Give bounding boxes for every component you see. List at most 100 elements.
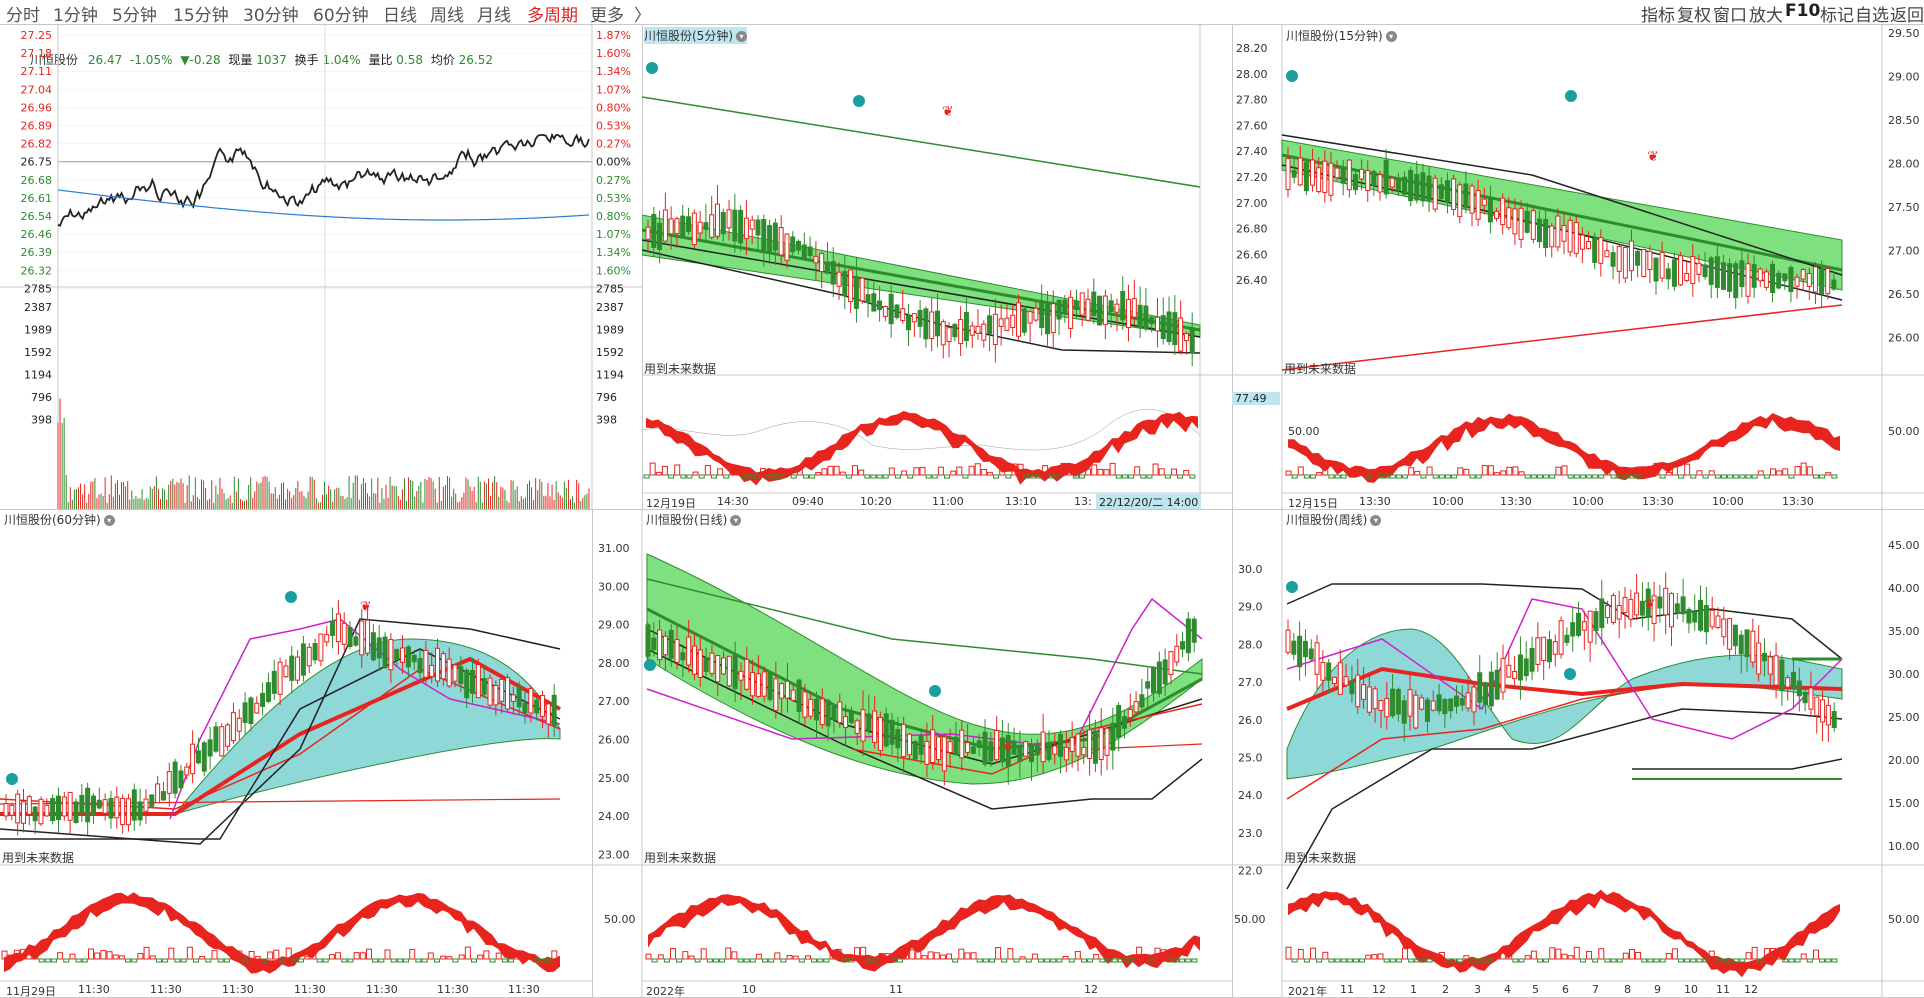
more-arrow-icon[interactable]: 〉 <box>634 6 651 26</box>
candle <box>1395 689 1401 715</box>
tab-30min[interactable]: 30分钟 <box>243 6 299 26</box>
indicator-bar <box>1714 958 1721 963</box>
panel-daily[interactable]: ❦ 31.00 30.00 29.00 28.00 27.00 26.00 25.00 24.… <box>592 509 1233 998</box>
price-tick: 26.61 <box>21 192 53 205</box>
indicator-bar <box>870 474 877 479</box>
indicator-bar <box>1414 470 1421 476</box>
tab-multi-period[interactable]: 多周期 <box>527 6 578 26</box>
tab-1min[interactable]: 1分钟 <box>53 6 98 26</box>
candle <box>767 672 773 701</box>
panel-title-weekly[interactable]: 川恒股份(周线) ▾ <box>1286 511 1382 528</box>
pct-tick: 1.07% <box>596 228 631 241</box>
indicator-bar <box>87 948 94 960</box>
candle <box>744 658 750 690</box>
candle <box>1750 630 1756 663</box>
panel-title-5min[interactable]: 川恒股份(5分钟) ▾ <box>644 27 747 44</box>
indicator-bar <box>1352 958 1359 963</box>
tab-monthly[interactable]: 月线 <box>477 6 511 26</box>
dropdown-icon[interactable]: ▾ <box>730 515 742 526</box>
candle <box>1091 291 1097 316</box>
indicator-bar <box>1395 474 1402 479</box>
candle <box>1825 704 1831 726</box>
candle <box>1160 315 1166 340</box>
panel-weekly[interactable]: ❦ 30.0 29.0 28.0 27.0 26.0 25.0 24.0 23.0 22.0 4… <box>1232 509 1924 998</box>
indicator-bar <box>657 954 664 960</box>
indicator-bar <box>1029 474 1036 479</box>
price-tick: 28.00 <box>1236 68 1268 81</box>
panel-15min[interactable]: ❦ 28.20 28.00 27.80 27.60 27.40 27.20 27.00 26.… <box>1232 25 1924 510</box>
candle <box>813 255 819 264</box>
tab-more[interactable]: 更多 <box>590 6 624 26</box>
candle <box>1120 290 1126 321</box>
tab-60min[interactable]: 60分钟 <box>313 6 369 26</box>
tool-indicator[interactable]: 指标 <box>1641 6 1675 26</box>
tool-window[interactable]: 窗口 <box>1713 6 1747 26</box>
candle <box>1021 308 1027 333</box>
candle <box>1039 302 1045 328</box>
tab-15min[interactable]: 15分钟 <box>173 6 229 26</box>
indicator-bar <box>1136 946 1143 960</box>
indicator-bar <box>1172 958 1179 963</box>
dropdown-icon[interactable]: ▾ <box>1385 31 1397 42</box>
intraday-panel[interactable]: 川恒股份 26.47 -1.05% ▼-0.28 现量 1037 换手 1.04… <box>0 25 643 510</box>
candle <box>464 669 470 699</box>
indicator-bar <box>833 465 840 476</box>
candle <box>895 729 901 749</box>
panel-title-60min[interactable]: 川恒股份(60分钟) ▾ <box>4 511 115 528</box>
candle <box>911 313 917 323</box>
dropdown-icon[interactable]: ▾ <box>736 31 747 42</box>
candle <box>1384 697 1390 718</box>
candle <box>172 761 178 794</box>
red-support-line <box>1281 304 1843 371</box>
panel-title-text: 川恒股份(5分钟) <box>644 29 733 43</box>
candle <box>1831 711 1837 728</box>
tool-adjust[interactable]: 复权 <box>1677 6 1711 26</box>
panel-title-daily[interactable]: 川恒股份(日线) ▾ <box>646 511 742 528</box>
candle <box>784 680 790 699</box>
indicator-bar <box>1074 951 1081 960</box>
indicator-bar <box>1340 958 1347 963</box>
candle <box>1098 727 1104 760</box>
dropdown-icon[interactable]: ▾ <box>1370 515 1382 526</box>
trend-band <box>646 553 1203 785</box>
indicator-bar <box>446 956 453 960</box>
candle <box>709 214 715 238</box>
candle <box>709 652 715 674</box>
price-tick: 26.89 <box>21 120 53 133</box>
indicator-bar <box>174 958 181 963</box>
panel-title-15min[interactable]: 川恒股份(15分钟) ▾ <box>1286 27 1397 44</box>
black-line-3 <box>1632 758 1843 770</box>
candle <box>1471 686 1477 713</box>
indicator-bar <box>1123 958 1130 963</box>
indicator-bar <box>1727 474 1734 479</box>
candle <box>166 771 172 794</box>
candle <box>1698 599 1704 631</box>
candle <box>1512 208 1518 235</box>
candle <box>1690 256 1696 284</box>
candle <box>790 689 796 701</box>
tab-5min[interactable]: 5分钟 <box>112 6 157 26</box>
panel-5min[interactable]: ❦ 川恒股份(5分钟) ▾ 用到未来数据 12月19日 14:30 09:40 1… <box>642 25 1233 510</box>
price-tick: 26.0 <box>1238 714 1263 727</box>
tab-daily[interactable]: 日线 <box>383 6 417 26</box>
tab-weekly[interactable]: 周线 <box>430 6 464 26</box>
candle <box>405 646 411 668</box>
candle <box>1524 210 1530 233</box>
vol-tick: 1194 <box>596 369 624 382</box>
tab-intraday[interactable]: 分时 <box>6 6 40 26</box>
x-tick: 13:30 <box>1642 495 1674 508</box>
tool-f10[interactable]: F10 <box>1785 1 1821 21</box>
candle <box>1487 198 1493 223</box>
pct-tick: 0.27% <box>596 174 631 187</box>
vol-tick: 1592 <box>596 346 624 359</box>
candle <box>143 798 149 812</box>
tool-watchlist[interactable]: 自选 <box>1855 6 1889 26</box>
tool-back[interactable]: 返回 <box>1890 6 1924 26</box>
panel-60min[interactable]: ❦ 川恒股份(60分钟) ▾ 用到未来数据 11月29日 11:30 11:30 … <box>0 509 593 998</box>
tool-mark[interactable]: 标记 <box>1820 6 1854 26</box>
candle <box>9 804 15 816</box>
candle <box>755 673 761 697</box>
dropdown-icon[interactable]: ▾ <box>103 515 115 526</box>
tool-zoom[interactable]: 放大 <box>1749 6 1783 26</box>
indicator-bar <box>32 950 39 960</box>
